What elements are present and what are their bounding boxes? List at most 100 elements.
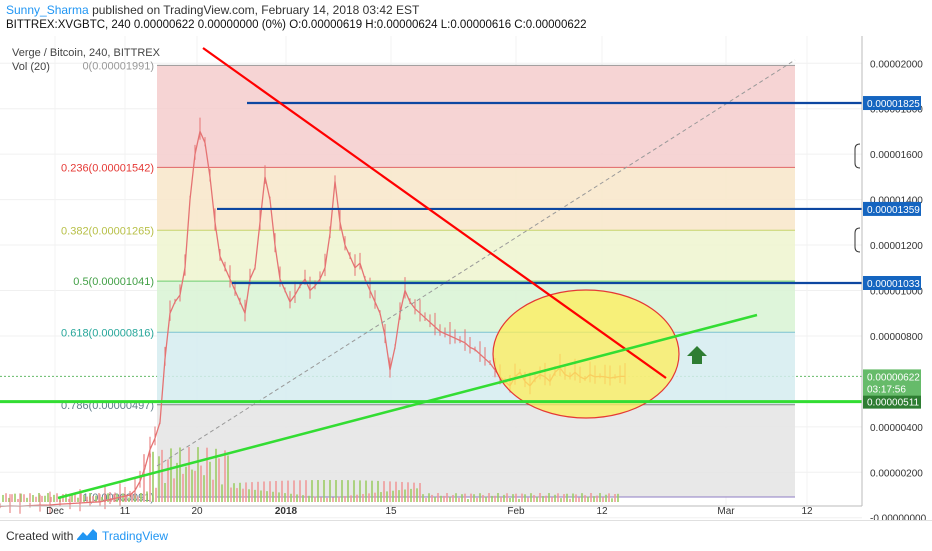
volume-bar — [140, 493, 142, 502]
volume-bar — [560, 498, 562, 502]
y-tick-label: 0.00002000 — [870, 59, 923, 70]
volume-bar — [419, 483, 421, 502]
volume-bar — [431, 494, 433, 502]
current-price-label: 03:17:56 — [867, 385, 906, 396]
level-price-label: 0.00001033 — [867, 279, 920, 290]
volume-bar — [359, 480, 361, 502]
scale-bracket-icon — [854, 143, 861, 169]
volume-bar — [476, 497, 478, 502]
volume-bar — [71, 493, 73, 502]
volume-bar — [278, 492, 280, 502]
volume-bar — [554, 494, 556, 502]
volume-bar — [317, 480, 319, 502]
price-chart[interactable]: 0(0.00001991) 0.236(0.00001542) 0.382(0.00… — [0, 36, 932, 520]
volume-bar — [332, 497, 334, 502]
volume-bar — [179, 447, 181, 502]
volume-bar — [302, 495, 304, 502]
volume-bar — [206, 447, 208, 502]
volume-bar — [143, 454, 145, 502]
x-tick-label: 20 — [191, 506, 203, 517]
volume-bar — [38, 493, 40, 502]
volume-bar — [5, 493, 7, 502]
level-price-tag — [863, 201, 921, 216]
volume-bar — [506, 493, 508, 502]
volume-bar — [173, 478, 175, 502]
volume-bar — [215, 448, 217, 502]
volume-bar — [590, 493, 592, 502]
volume-bar — [569, 498, 571, 502]
volume-bar — [77, 497, 79, 502]
horizontal-levels[interactable] — [217, 101, 862, 285]
volume-bar — [227, 455, 229, 502]
downtrend-line[interactable] — [202, 47, 667, 379]
x-tick-label: 12 — [596, 506, 608, 517]
volume-bar — [290, 493, 292, 502]
tradingview-brand-link[interactable]: TradingView — [102, 529, 169, 543]
volume-bar — [125, 494, 127, 502]
volume-bar — [188, 447, 190, 502]
volume-bar — [134, 495, 136, 502]
volume-bar — [542, 496, 544, 502]
volume-bar — [362, 494, 364, 502]
volume-bar — [437, 493, 439, 502]
volume-bar — [221, 484, 223, 502]
up-arrow-icon — [687, 346, 707, 364]
y-tick-label: 0.00000800 — [870, 332, 923, 343]
volume-bar — [155, 487, 157, 502]
volume-bar — [458, 497, 460, 502]
uptrend-line[interactable] — [57, 313, 758, 500]
volume-bar — [467, 498, 469, 502]
volume-bar — [68, 498, 70, 502]
author-link[interactable]: Sunny_Sharma — [6, 3, 89, 17]
volume-bar — [356, 494, 358, 502]
fib-band-0.5 — [157, 281, 795, 333]
volume-bar — [617, 493, 619, 502]
volume-bar — [182, 473, 184, 502]
volume-bar — [86, 496, 88, 502]
fib-band-0.236 — [157, 167, 795, 231]
volume-bar — [110, 498, 112, 502]
fib-label-0.618: 0.618(0.00000816) — [61, 327, 154, 339]
volume-bar — [485, 496, 487, 502]
volume-bar — [377, 480, 379, 502]
fib-diagonal-line — [156, 59, 796, 467]
y-tick-label: 0.00001800 — [870, 105, 923, 116]
volume-bar — [428, 493, 430, 502]
volume-bar — [314, 496, 316, 502]
volume-bar — [521, 493, 523, 502]
volume-bar — [56, 493, 58, 502]
x-axis[interactable]: Dec 11 20 2018 15 Feb 12 Mar 12 — [0, 505, 862, 517]
volume-bar — [434, 496, 436, 502]
highlight-ellipse[interactable] — [492, 289, 680, 419]
volume-bar — [260, 490, 262, 502]
volume-bar — [62, 494, 64, 502]
volume-bar — [224, 450, 226, 502]
volume-bar — [161, 449, 163, 502]
volume-bar — [398, 490, 400, 502]
volume-bar — [293, 480, 295, 502]
volume-bar — [29, 493, 31, 502]
y-axis[interactable]: 0.00002000 0.00001800 0.00001600 0.00001400… — [861, 36, 927, 520]
volume-bar — [308, 495, 310, 502]
volume-bar — [443, 495, 445, 502]
volume-bar — [503, 494, 505, 502]
volume-bar — [578, 497, 580, 502]
volume-bar — [254, 489, 256, 502]
volume-bar — [473, 494, 475, 502]
fib-label-0: 0(0.00001991) — [82, 60, 154, 72]
volume-bar — [500, 496, 502, 502]
volume-bar — [191, 469, 193, 502]
x-tick-label: 15 — [385, 506, 397, 517]
volume-bar — [614, 493, 616, 502]
volume-bar — [92, 496, 94, 502]
volume-bar — [470, 493, 472, 502]
volume-bar — [41, 495, 43, 502]
volume-bar — [581, 493, 583, 502]
volume-bar — [482, 494, 484, 502]
volume-bar — [107, 493, 109, 502]
current-price-label: 0.00000622 — [867, 372, 920, 383]
volume-bar — [218, 458, 220, 502]
volume-bar — [515, 493, 517, 502]
ohlc-line: BITTREX:XVGBTC, 240 0.00000622 0.0000000… — [6, 19, 587, 31]
volume-bar — [407, 482, 409, 502]
